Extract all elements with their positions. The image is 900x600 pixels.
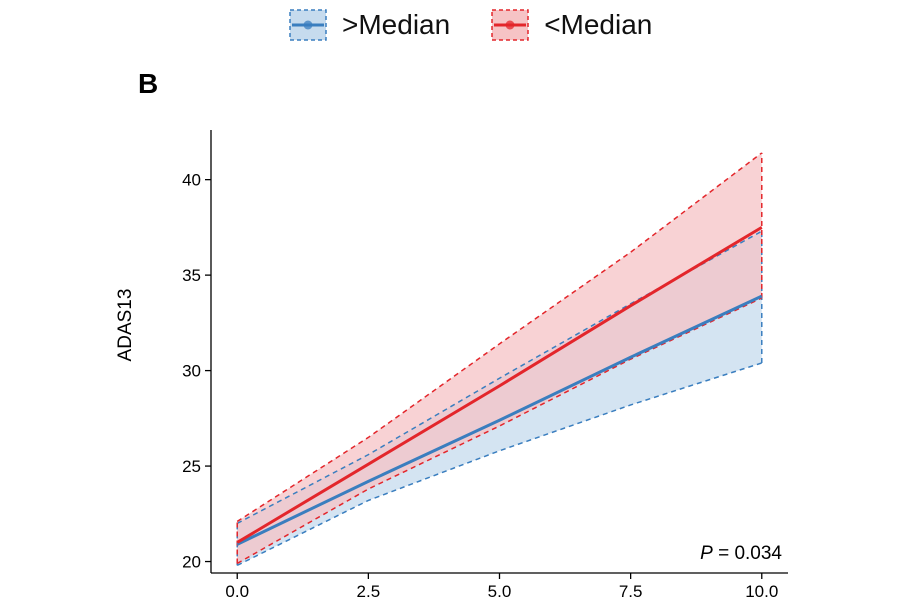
legend-label-below-median: <Median	[544, 9, 653, 40]
p-symbol: P	[700, 543, 713, 564]
p-value: = 0.034	[712, 543, 782, 564]
x-tick-label-2: 5.0	[488, 582, 512, 600]
legend-key-below-median-icon	[491, 9, 529, 41]
x-tick-label-4: 10.0	[745, 582, 778, 600]
x-tick-label-3: 7.5	[619, 582, 643, 600]
legend-label-above-median: >Median	[342, 9, 451, 40]
panel-label: B	[138, 68, 159, 99]
y-tick-label-35: 35	[182, 266, 201, 285]
x-tick-label-1: 2.5	[357, 582, 381, 600]
y-tick-label-25: 25	[182, 457, 201, 476]
y-tick-label-20: 20	[182, 553, 201, 572]
ci-upper-below-median	[236, 152, 763, 523]
legend: >Median <Median	[288, 8, 652, 42]
legend-item-below-median: <Median	[490, 8, 652, 42]
legend-key-above-median-icon	[289, 9, 327, 41]
series-line-below-median	[236, 226, 763, 544]
legend-item-above-median: >Median	[288, 8, 450, 42]
ci-lower-below-median	[236, 297, 763, 565]
ci-upper-above-median	[236, 230, 763, 525]
ci-band-below-median	[237, 152, 762, 564]
ci-lower-above-median	[236, 362, 763, 567]
x-tick-label-0: 0.0	[225, 582, 249, 600]
series-line-above-median	[236, 294, 763, 546]
p-value-annotation: P = 0.034	[700, 543, 782, 565]
y-tick-label-30: 30	[182, 362, 201, 381]
y-tick-label-40: 40	[182, 171, 201, 190]
